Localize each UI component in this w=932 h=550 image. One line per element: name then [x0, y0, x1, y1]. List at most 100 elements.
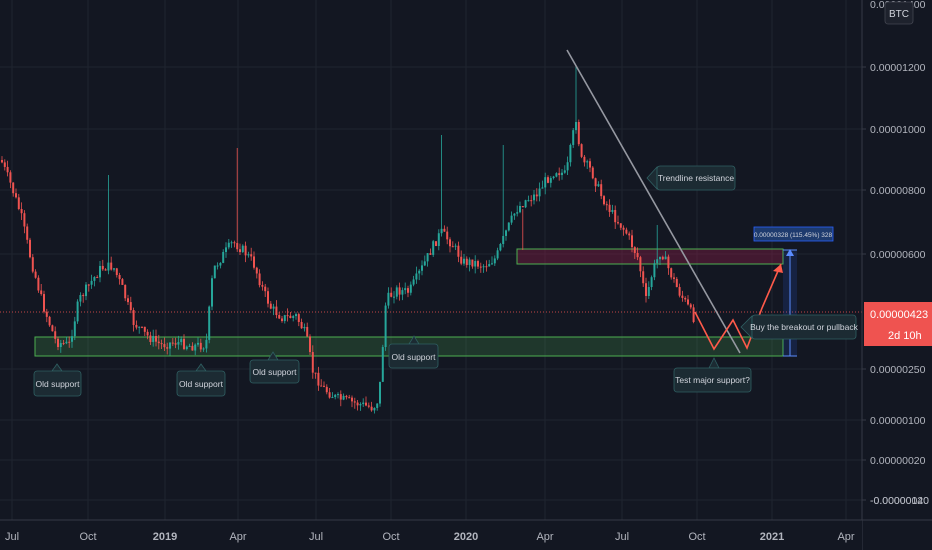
candle-body — [17, 197, 20, 210]
candle-body — [608, 204, 611, 212]
candle-body — [342, 395, 345, 400]
current-price-tag: 0.00000423 2d 10h — [864, 302, 932, 346]
candle-body — [373, 407, 376, 411]
candle-body — [639, 257, 642, 272]
candle-body — [31, 257, 34, 272]
candles — [1, 65, 695, 414]
x-tick-label: Jul — [615, 531, 629, 543]
candle-body — [642, 271, 645, 284]
candle-body — [435, 241, 437, 246]
candle-body — [309, 336, 311, 353]
y-tick-label: 0.00000250 — [870, 364, 926, 376]
candle-body — [163, 344, 166, 348]
candle-body — [211, 278, 213, 307]
price-axis-panel[interactable] — [862, 0, 932, 550]
candle-body — [15, 193, 17, 198]
callout-text: Old support — [179, 379, 224, 389]
currency-badge[interactable] — [884, 1, 914, 25]
candle-body — [412, 279, 415, 285]
candle-body — [591, 167, 594, 179]
callout-text: Old support — [392, 352, 437, 362]
candle-body — [199, 342, 202, 350]
candle-body — [281, 318, 283, 322]
candle-body — [222, 251, 225, 263]
x-tick-label: 2020 — [454, 531, 478, 543]
candle-body — [40, 290, 43, 295]
callout-old-support-3[interactable]: Old support — [249, 351, 300, 384]
candle-body — [549, 178, 552, 183]
trendline-resistance-line[interactable] — [566, 49, 741, 354]
candle-body — [325, 386, 328, 393]
candle-body — [202, 348, 205, 350]
candle-body — [664, 256, 667, 260]
candle-body — [317, 372, 320, 386]
candle-body — [656, 259, 659, 264]
candle-body — [230, 242, 233, 244]
time-axis: Jul Oct 2019 Apr Jul Oct 2020 Apr Jul Oct 2021 Apr — [5, 531, 855, 543]
candle-body — [451, 246, 454, 248]
candle-body — [303, 326, 306, 329]
candle-body — [404, 288, 407, 291]
callout-old-support-1[interactable]: Old support — [33, 363, 82, 397]
candle-body — [166, 347, 169, 349]
callout-test-major-support[interactable]: Test major support? — [673, 357, 752, 393]
callout-text: Buy the breakout or pullback — [750, 322, 858, 332]
candle-body — [300, 322, 303, 329]
candle-body — [561, 172, 563, 176]
candle-body — [527, 200, 530, 202]
candle-body — [194, 344, 197, 351]
candle-body — [135, 324, 138, 328]
current-price-value: 0.00000423 — [870, 309, 928, 321]
candle-body — [191, 345, 194, 351]
candle-body — [507, 222, 510, 231]
candle-body — [323, 385, 325, 387]
candle-body — [267, 291, 269, 304]
candle-body — [185, 346, 188, 350]
candle-body — [155, 336, 157, 342]
candle-body — [188, 345, 191, 347]
candle-body — [647, 287, 650, 296]
candle-body — [269, 303, 272, 309]
candle-body — [628, 233, 631, 236]
candle-body — [432, 241, 435, 255]
candle-body — [286, 315, 289, 317]
candle-body — [454, 245, 457, 247]
candle-body — [423, 261, 426, 266]
candle-body — [407, 288, 409, 293]
candle-body — [597, 184, 600, 187]
candle-body — [20, 209, 23, 214]
callout-buy-breakout[interactable]: Buy the breakout or pullback — [740, 314, 859, 340]
candle-body — [429, 253, 432, 255]
candle-body — [513, 213, 516, 216]
candle-body — [115, 268, 118, 276]
candle-body — [367, 405, 370, 407]
candle-body — [121, 279, 124, 285]
measure-label: 0.00000328 (115.45%) 328 — [754, 232, 833, 239]
candle-body — [219, 262, 222, 266]
candle-body — [510, 215, 513, 223]
callout-old-support-2[interactable]: Old support — [176, 363, 226, 397]
candle-body — [239, 249, 241, 253]
candle-body — [255, 267, 258, 274]
candle-body — [3, 162, 6, 167]
y-tick-label: -0.00000140 — [870, 495, 929, 507]
y-tick-label: 0.00001000 — [870, 124, 926, 136]
candle-body — [278, 315, 281, 319]
candle-body — [692, 307, 695, 322]
candle-body — [619, 223, 622, 228]
callout-trendline-resistance[interactable]: Trendline resistance — [646, 165, 736, 191]
candle-body — [449, 239, 451, 247]
candle-body — [43, 294, 45, 312]
candle-body — [468, 259, 471, 265]
candle-body — [247, 254, 250, 256]
candle-body — [146, 331, 149, 336]
candle-body — [589, 161, 591, 168]
candle-body — [6, 166, 9, 173]
callout-old-support-4[interactable]: Old support — [388, 335, 439, 369]
time-axis-panel[interactable] — [0, 520, 862, 550]
candle-body — [345, 395, 348, 398]
candle-body — [250, 254, 253, 257]
x-tick-label: Oct — [688, 531, 705, 543]
candle-body — [558, 173, 561, 176]
